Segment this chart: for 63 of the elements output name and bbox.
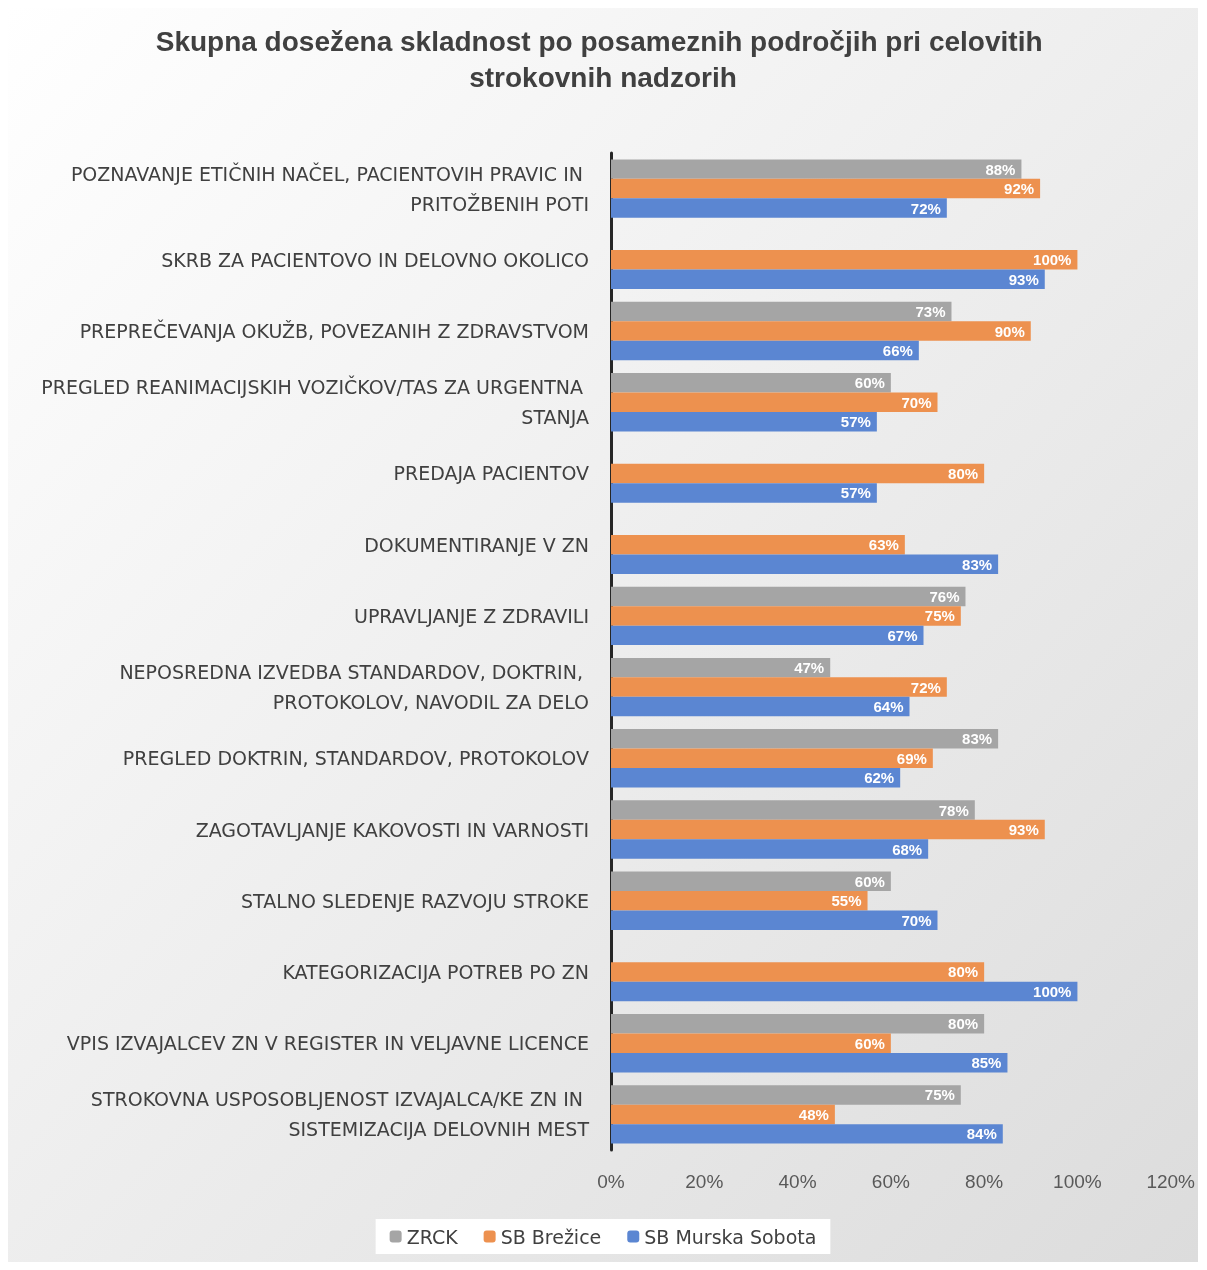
data-label: 67% xyxy=(887,626,918,644)
data-label: 72% xyxy=(910,678,941,696)
y-tick-label: POZNAVANJE ETIČNIH NAČEL, PACIENTOVIH PRAVIC IN PRITOŽBENIH POTI xyxy=(70,161,589,215)
x-tick-label: 120% xyxy=(1146,1171,1196,1192)
data-label: 57% xyxy=(840,413,871,431)
data-label: 90% xyxy=(994,322,1025,340)
legend-label: SB Brežice xyxy=(500,1225,602,1248)
data-label: 84% xyxy=(966,1125,997,1143)
y-tick-label: UPRAVLJANJE Z ZDRAVILI xyxy=(354,604,589,627)
x-tick-label: 0% xyxy=(597,1171,625,1192)
y-tick-label: PREPREČEVANJA OKUŽB, POVEZANIH Z ZDRAVSTVOM xyxy=(79,319,589,343)
data-label: 72% xyxy=(910,199,941,217)
legend-label: ZRCK xyxy=(406,1225,459,1248)
x-tick-label: 100% xyxy=(1053,1171,1102,1192)
y-tick-label: NEPOSREDNA IZVEDBA STANDARDOV, DOKTRIN, PROTOKOLOV, NAVODIL ZA DELO xyxy=(119,661,589,714)
data-label: 64% xyxy=(873,698,904,716)
y-tick-label: PREGLED DOKTRIN, STANDARDOV, PROTOKOLOV xyxy=(122,747,589,770)
data-label: 100% xyxy=(1033,982,1072,1000)
data-label: 92% xyxy=(1004,180,1035,198)
data-label: 85% xyxy=(971,1054,1002,1072)
y-tick-label: ZAGOTAVLJANJE KAKOVOSTI IN VARNOSTI xyxy=(195,818,589,841)
data-label: 60% xyxy=(854,374,885,392)
data-label: 73% xyxy=(915,303,946,321)
data-label: 93% xyxy=(1008,821,1039,839)
y-tick-label: DOKUMENTIRANJE V ZN xyxy=(364,533,589,556)
data-label: 76% xyxy=(929,587,960,605)
data-label: 75% xyxy=(924,607,955,625)
data-label: 93% xyxy=(1008,270,1039,288)
y-tick-label: STROKOVNA USPOSOBLJENOST IZVAJALCA/KE ZN IN SISTEMIZACIJA DELOVNIH MEST xyxy=(90,1088,590,1141)
data-label: 100% xyxy=(1033,251,1072,269)
y-tick-label: SKRB ZA PACIENTOVO IN DELOVNO OKOLICO xyxy=(161,248,589,271)
legend-label: SB Murska Sobota xyxy=(644,1225,817,1248)
data-label: 57% xyxy=(840,484,871,502)
data-label: 78% xyxy=(938,801,969,819)
data-label: 88% xyxy=(985,160,1016,178)
data-label: 70% xyxy=(901,393,932,411)
data-label: 62% xyxy=(864,769,895,787)
data-label: 48% xyxy=(798,1105,829,1123)
y-tick-label: KATEGORIZACIJA POTREB PO ZN xyxy=(282,960,589,983)
data-label: 60% xyxy=(854,1034,885,1052)
data-label: 80% xyxy=(948,464,979,482)
data-label: 83% xyxy=(962,555,993,573)
data-label: 63% xyxy=(868,536,899,554)
data-label: 80% xyxy=(948,1015,979,1033)
data-label: 60% xyxy=(854,872,885,890)
x-tick-label: 20% xyxy=(685,1171,724,1192)
data-label: 70% xyxy=(901,911,932,929)
data-label: 80% xyxy=(948,963,979,981)
data-label: 75% xyxy=(924,1086,955,1104)
x-tick-label: 80% xyxy=(965,1171,1004,1192)
data-label: 68% xyxy=(892,840,923,858)
y-tick-label: VPIS IZVAJALCEV ZN V REGISTER IN VELJAVNE LICENCE xyxy=(66,1032,589,1055)
data-label: 69% xyxy=(896,749,927,767)
y-tick-label: STALNO SLEDENJE RAZVOJU STROKE xyxy=(240,889,589,912)
data-label: 55% xyxy=(831,892,862,910)
data-label: 66% xyxy=(882,342,913,359)
data-label: 83% xyxy=(962,730,993,748)
x-tick-label: 60% xyxy=(871,1171,910,1192)
y-tick-label: PREDAJA PACIENTOV xyxy=(393,462,589,485)
data-label: 47% xyxy=(794,659,825,677)
y-tick-label: PREGLED REANIMACIJSKIH VOZIČKOV/TAS ZA URGENTNA STANJA xyxy=(41,375,589,429)
chart-title: Skupna dosežena skladnost po posameznih področjih pri celovitih strokovnih nadzorih xyxy=(155,25,1051,93)
x-tick-label: 40% xyxy=(778,1171,817,1192)
